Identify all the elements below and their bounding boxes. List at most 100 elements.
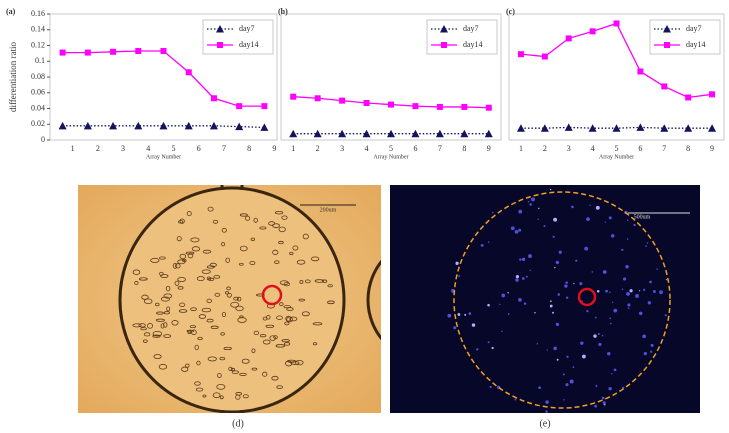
cell (554, 267, 555, 268)
cell (458, 275, 460, 277)
x-tick-label: 1 (71, 144, 75, 153)
cell (550, 305, 553, 308)
data-point (260, 123, 268, 130)
data-point (290, 94, 296, 100)
cell (566, 297, 568, 299)
legend-label: day14 (686, 40, 706, 49)
cell (511, 226, 515, 230)
cell (622, 289, 624, 291)
panel-label: (d) (232, 418, 244, 429)
data-point (135, 48, 141, 54)
x-tick-label: 2 (96, 144, 100, 153)
cell (488, 341, 490, 343)
cell (596, 206, 600, 210)
cell (508, 313, 510, 315)
x-tick-label: 7 (222, 144, 226, 153)
cell (476, 348, 478, 350)
cell (614, 368, 617, 371)
panel-label: (c) (506, 7, 515, 16)
cell (556, 323, 559, 326)
x-tick-label: 5 (615, 144, 619, 153)
cell (635, 294, 639, 298)
cell (579, 282, 582, 285)
data-point (461, 104, 467, 110)
legend-box (203, 20, 273, 54)
cell (501, 294, 505, 298)
cell (469, 312, 472, 315)
cell (563, 373, 565, 375)
cell (593, 334, 596, 337)
x-tick-label: 1 (291, 144, 295, 153)
cell (538, 386, 541, 389)
data-point (661, 83, 667, 89)
cell (530, 270, 531, 271)
cell (582, 355, 586, 359)
cell (627, 220, 628, 221)
x-tick-label: 9 (487, 144, 491, 153)
cell (534, 312, 535, 313)
data-point (315, 95, 321, 101)
cell (613, 309, 617, 313)
cell (573, 283, 574, 284)
cell (528, 201, 530, 203)
x-tick-label: 3 (121, 144, 125, 153)
cell (544, 225, 546, 227)
cell (558, 293, 561, 296)
cell (487, 304, 490, 307)
cell (602, 335, 604, 337)
cell (570, 380, 574, 384)
x-tick-label: 7 (662, 144, 666, 153)
y-tick-label: 0.14 (31, 25, 45, 34)
cell (552, 312, 554, 314)
cell (597, 290, 600, 293)
x-tick-label: 2 (543, 144, 547, 153)
data-point (364, 100, 370, 106)
cell (516, 275, 519, 278)
data-point (542, 54, 548, 60)
cell (580, 341, 583, 344)
cell (514, 399, 516, 401)
cell (609, 292, 611, 294)
cell (644, 352, 647, 355)
figure: 200um 500um (d) (e) (a)differentiation r… (0, 0, 729, 433)
cell (653, 290, 656, 293)
cell (609, 216, 612, 219)
data-point (339, 98, 345, 104)
cell (455, 262, 458, 265)
cell (649, 281, 652, 284)
x-tick-label: 8 (462, 144, 466, 153)
data-point (590, 28, 596, 34)
cell (537, 343, 539, 345)
y-tick-label: 0.16 (31, 9, 45, 18)
cell (594, 405, 597, 408)
data-point (211, 95, 217, 101)
cell (608, 387, 611, 390)
cell (603, 270, 607, 274)
data-point (85, 50, 91, 56)
cell (648, 301, 651, 304)
data-point (565, 123, 573, 130)
cell (518, 298, 522, 302)
cell (626, 292, 630, 296)
cell (584, 247, 588, 251)
y-tick-label: 0.06 (31, 88, 45, 97)
image-background (390, 185, 700, 413)
legend-label: day14 (239, 40, 259, 49)
data-point (709, 91, 715, 97)
x-tick-label: 9 (272, 144, 276, 153)
cell (573, 366, 575, 368)
legend-label: day7 (686, 24, 702, 33)
cell (595, 317, 597, 319)
cell (472, 323, 475, 326)
x-tick-label: 4 (146, 144, 150, 153)
cell (643, 289, 645, 291)
x-tick-label: 7 (438, 144, 442, 153)
cell (598, 333, 600, 335)
cell (522, 277, 525, 280)
cell (650, 351, 652, 353)
cell (610, 323, 612, 325)
data-point (566, 35, 572, 41)
cell (563, 399, 564, 400)
cell (545, 410, 547, 412)
x-tick-label: 4 (591, 144, 595, 153)
